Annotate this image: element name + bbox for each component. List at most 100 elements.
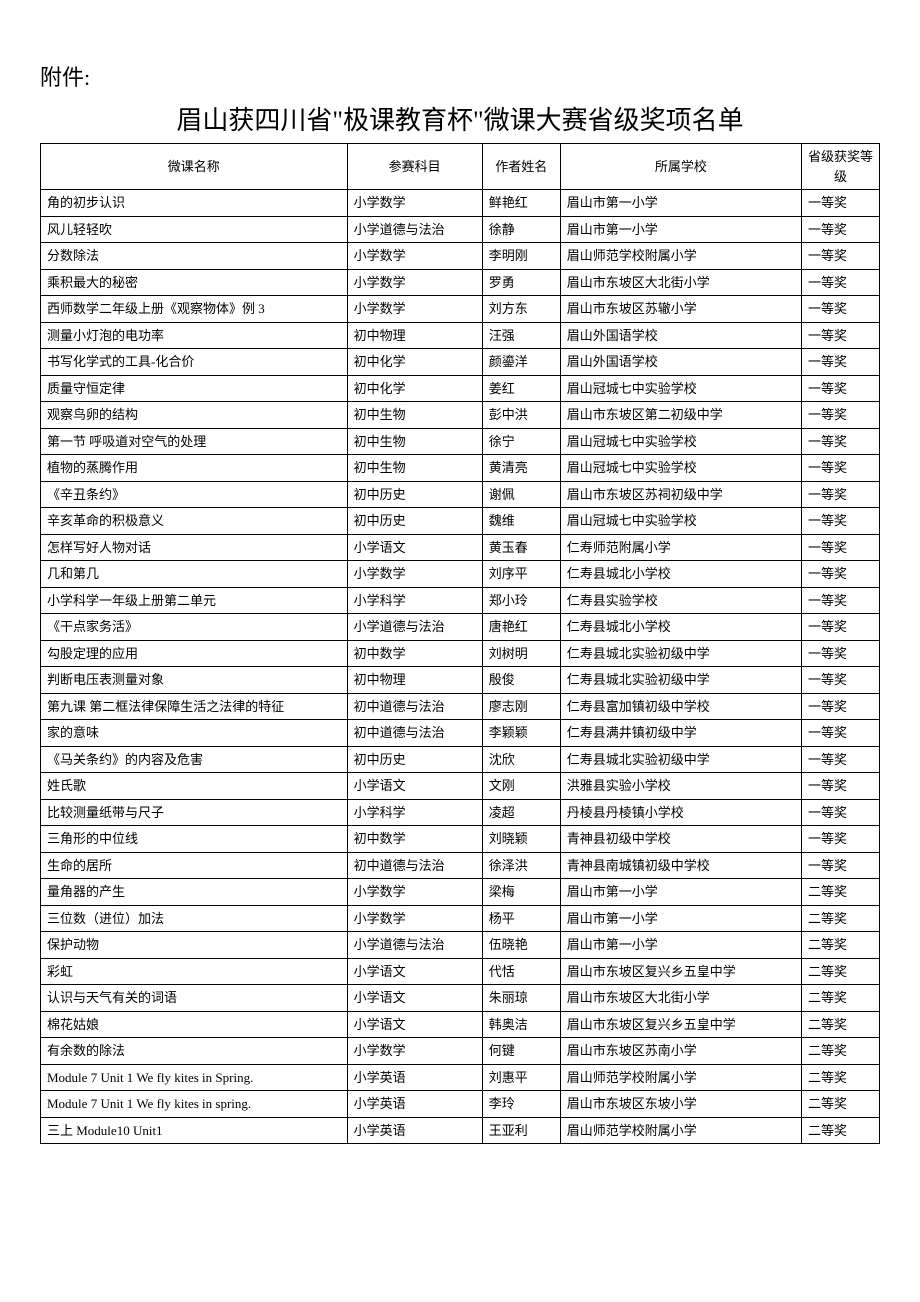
table-cell: 唐艳红: [482, 614, 560, 641]
table-cell: 小学语文: [347, 773, 482, 800]
table-cell: 《辛丑条约》: [41, 481, 348, 508]
table-cell: 郑小玲: [482, 587, 560, 614]
table-cell: 眉山市第一小学: [560, 190, 801, 217]
table-cell: 一等奖: [802, 481, 880, 508]
table-cell: 初中生物: [347, 428, 482, 455]
table-cell: 李颖颖: [482, 720, 560, 747]
table-cell: 初中历史: [347, 508, 482, 535]
table-row: 三上 Module10 Unit1小学英语王亚利眉山师范学校附属小学二等奖: [41, 1117, 880, 1144]
table-row: 角的初步认识小学数学鲜艳红眉山市第一小学一等奖: [41, 190, 880, 217]
table-cell: 仁寿县城北小学校: [560, 614, 801, 641]
table-cell: 仁寿县实验学校: [560, 587, 801, 614]
table-row: 测量小灯泡的电功率初中物理汪强眉山外国语学校一等奖: [41, 322, 880, 349]
table-cell: 一等奖: [802, 455, 880, 482]
table-cell: 一等奖: [802, 693, 880, 720]
table-row: 有余数的除法小学数学何键眉山市东坡区苏南小学二等奖: [41, 1038, 880, 1065]
col-header-school: 所属学校: [560, 144, 801, 190]
table-cell: 洪雅县实验小学校: [560, 773, 801, 800]
table-body: 角的初步认识小学数学鲜艳红眉山市第一小学一等奖风儿轻轻吹小学道德与法治徐静眉山市…: [41, 190, 880, 1144]
table-cell: 质量守恒定律: [41, 375, 348, 402]
table-cell: 李明刚: [482, 243, 560, 270]
table-row: 三位数（进位）加法小学数学杨平眉山市第一小学二等奖: [41, 905, 880, 932]
table-cell: 二等奖: [802, 1064, 880, 1091]
table-cell: 初中道德与法治: [347, 720, 482, 747]
table-cell: 一等奖: [802, 322, 880, 349]
table-cell: 李玲: [482, 1091, 560, 1118]
table-row: 勾股定理的应用初中数学刘树明仁寿县城北实验初级中学一等奖: [41, 640, 880, 667]
table-cell: 初中数学: [347, 640, 482, 667]
table-cell: 判断电压表测量对象: [41, 667, 348, 694]
table-cell: 一等奖: [802, 216, 880, 243]
table-cell: 初中物理: [347, 667, 482, 694]
table-cell: 仁寿县满井镇初级中学: [560, 720, 801, 747]
table-cell: 眉山市东坡区东坡小学: [560, 1091, 801, 1118]
table-cell: 一等奖: [802, 587, 880, 614]
table-cell: 青神县初级中学校: [560, 826, 801, 853]
table-cell: 眉山外国语学校: [560, 322, 801, 349]
table-row: 姓氏歌小学语文文刚洪雅县实验小学校一等奖: [41, 773, 880, 800]
table-row: 怎样写好人物对话小学语文黄玉春仁寿师范附属小学一等奖: [41, 534, 880, 561]
table-cell: 书写化学式的工具-化合价: [41, 349, 348, 376]
table-row: 《马关条约》的内容及危害初中历史沈欣仁寿县城北实验初级中学一等奖: [41, 746, 880, 773]
table-row: 风儿轻轻吹小学道德与法治徐静眉山市第一小学一等奖: [41, 216, 880, 243]
table-cell: 一等奖: [802, 269, 880, 296]
table-cell: 黄清亮: [482, 455, 560, 482]
table-cell: 初中历史: [347, 746, 482, 773]
table-row: 分数除法小学数学李明刚眉山师范学校附属小学一等奖: [41, 243, 880, 270]
table-cell: 文刚: [482, 773, 560, 800]
table-row: 几和第几小学数学刘序平仁寿县城北小学校一等奖: [41, 561, 880, 588]
table-cell: 仁寿县城北实验初级中学: [560, 667, 801, 694]
table-cell: 小学道德与法治: [347, 614, 482, 641]
table-cell: 小学英语: [347, 1117, 482, 1144]
table-cell: 小学语文: [347, 958, 482, 985]
table-cell: 《马关条约》的内容及危害: [41, 746, 348, 773]
table-cell: 丹棱县丹棱镇小学校: [560, 799, 801, 826]
table-cell: 何键: [482, 1038, 560, 1065]
table-row: 棉花姑娘小学语文韩奥洁眉山市东坡区复兴乡五皇中学二等奖: [41, 1011, 880, 1038]
col-header-title: 微课名称: [41, 144, 348, 190]
table-cell: 小学道德与法治: [347, 932, 482, 959]
table-cell: 二等奖: [802, 985, 880, 1012]
table-cell: 一等奖: [802, 614, 880, 641]
awards-table: 微课名称 参赛科目 作者姓名 所属学校 省级获奖等级 角的初步认识小学数学鲜艳红…: [40, 143, 880, 1144]
table-cell: 小学数学: [347, 905, 482, 932]
table-cell: 小学数学: [347, 190, 482, 217]
table-cell: 眉山外国语学校: [560, 349, 801, 376]
table-cell: 一等奖: [802, 349, 880, 376]
table-row: 第一节 呼吸道对空气的处理初中生物徐宁眉山冠城七中实验学校一等奖: [41, 428, 880, 455]
table-cell: 眉山师范学校附属小学: [560, 1064, 801, 1091]
table-cell: 一等奖: [802, 428, 880, 455]
table-cell: 姓氏歌: [41, 773, 348, 800]
table-row: 《辛丑条约》初中历史谢佩眉山市东坡区苏祠初级中学一等奖: [41, 481, 880, 508]
table-row: 比较测量纸带与尺子小学科学凌超丹棱县丹棱镇小学校一等奖: [41, 799, 880, 826]
table-cell: 徐宁: [482, 428, 560, 455]
table-cell: 眉山市东坡区苏辙小学: [560, 296, 801, 323]
table-cell: 三位数（进位）加法: [41, 905, 348, 932]
table-cell: 西师数学二年级上册《观察物体》例 3: [41, 296, 348, 323]
table-row: 认识与天气有关的词语小学语文朱丽琼眉山市东坡区大北街小学二等奖: [41, 985, 880, 1012]
table-row: Module 7 Unit 1 We fly kites in spring.小…: [41, 1091, 880, 1118]
table-cell: 刘晓颖: [482, 826, 560, 853]
table-cell: 魏维: [482, 508, 560, 535]
table-cell: 眉山市东坡区苏祠初级中学: [560, 481, 801, 508]
table-cell: 小学英语: [347, 1064, 482, 1091]
table-cell: 比较测量纸带与尺子: [41, 799, 348, 826]
table-cell: 初中生物: [347, 402, 482, 429]
table-cell: 韩奥洁: [482, 1011, 560, 1038]
table-row: 质量守恒定律初中化学姜红眉山冠城七中实验学校一等奖: [41, 375, 880, 402]
table-cell: 小学数学: [347, 296, 482, 323]
table-cell: 眉山市东坡区大北街小学: [560, 269, 801, 296]
table-cell: 分数除法: [41, 243, 348, 270]
table-cell: 第一节 呼吸道对空气的处理: [41, 428, 348, 455]
table-cell: 眉山市东坡区第二初级中学: [560, 402, 801, 429]
table-cell: 梁梅: [482, 879, 560, 906]
table-cell: 刘惠平: [482, 1064, 560, 1091]
table-cell: 一等奖: [802, 746, 880, 773]
attachment-label: 附件:: [40, 60, 880, 92]
table-cell: 一等奖: [802, 720, 880, 747]
table-cell: 一等奖: [802, 296, 880, 323]
table-cell: 风儿轻轻吹: [41, 216, 348, 243]
table-row: 书写化学式的工具-化合价初中化学颜鎏洋眉山外国语学校一等奖: [41, 349, 880, 376]
table-cell: 彭中洪: [482, 402, 560, 429]
table-cell: 一等奖: [802, 667, 880, 694]
